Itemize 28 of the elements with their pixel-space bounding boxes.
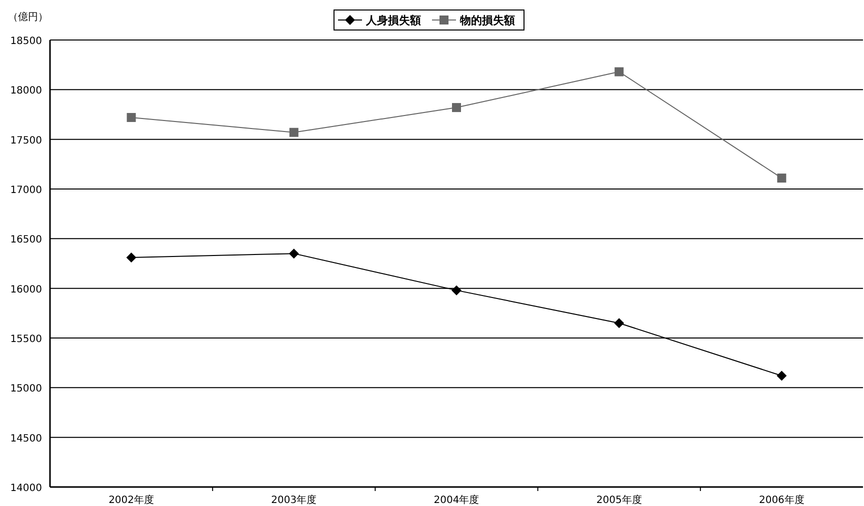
- point: [452, 285, 462, 296]
- point: [614, 67, 624, 76]
- x-tick-label: 2005年度: [596, 494, 642, 506]
- y-tick-label: 16000: [10, 284, 42, 296]
- y-tick-label: 17000: [10, 185, 42, 196]
- y-tick-label: 17500: [10, 135, 42, 146]
- legend-label: 物的損失額: [459, 14, 515, 27]
- point: [289, 128, 298, 137]
- point: [288, 248, 299, 259]
- point: [777, 174, 786, 183]
- point: [452, 103, 461, 112]
- y-tick-label: 14500: [10, 433, 42, 444]
- x-tick-label: 2002年度: [108, 494, 154, 506]
- y-tick-label: 14000: [10, 483, 42, 494]
- point: [776, 370, 787, 381]
- y-tick-label: 15500: [10, 334, 42, 345]
- x-tick-label: 2004年度: [434, 494, 480, 506]
- y-tick-label: 16500: [10, 234, 42, 246]
- point: [126, 252, 136, 263]
- legend-label: 人身損失額: [365, 14, 421, 27]
- y-tick-label: 18000: [10, 86, 42, 97]
- point: [126, 112, 136, 122]
- x-tick-label: 2003年度: [271, 494, 317, 506]
- y-axis-title: （億円）: [8, 11, 48, 23]
- x-tick-label: 2006年度: [758, 494, 804, 506]
- y-tick-label: 18500: [10, 36, 42, 47]
- point: [614, 318, 624, 328]
- y-tick-label: 15000: [10, 384, 42, 395]
